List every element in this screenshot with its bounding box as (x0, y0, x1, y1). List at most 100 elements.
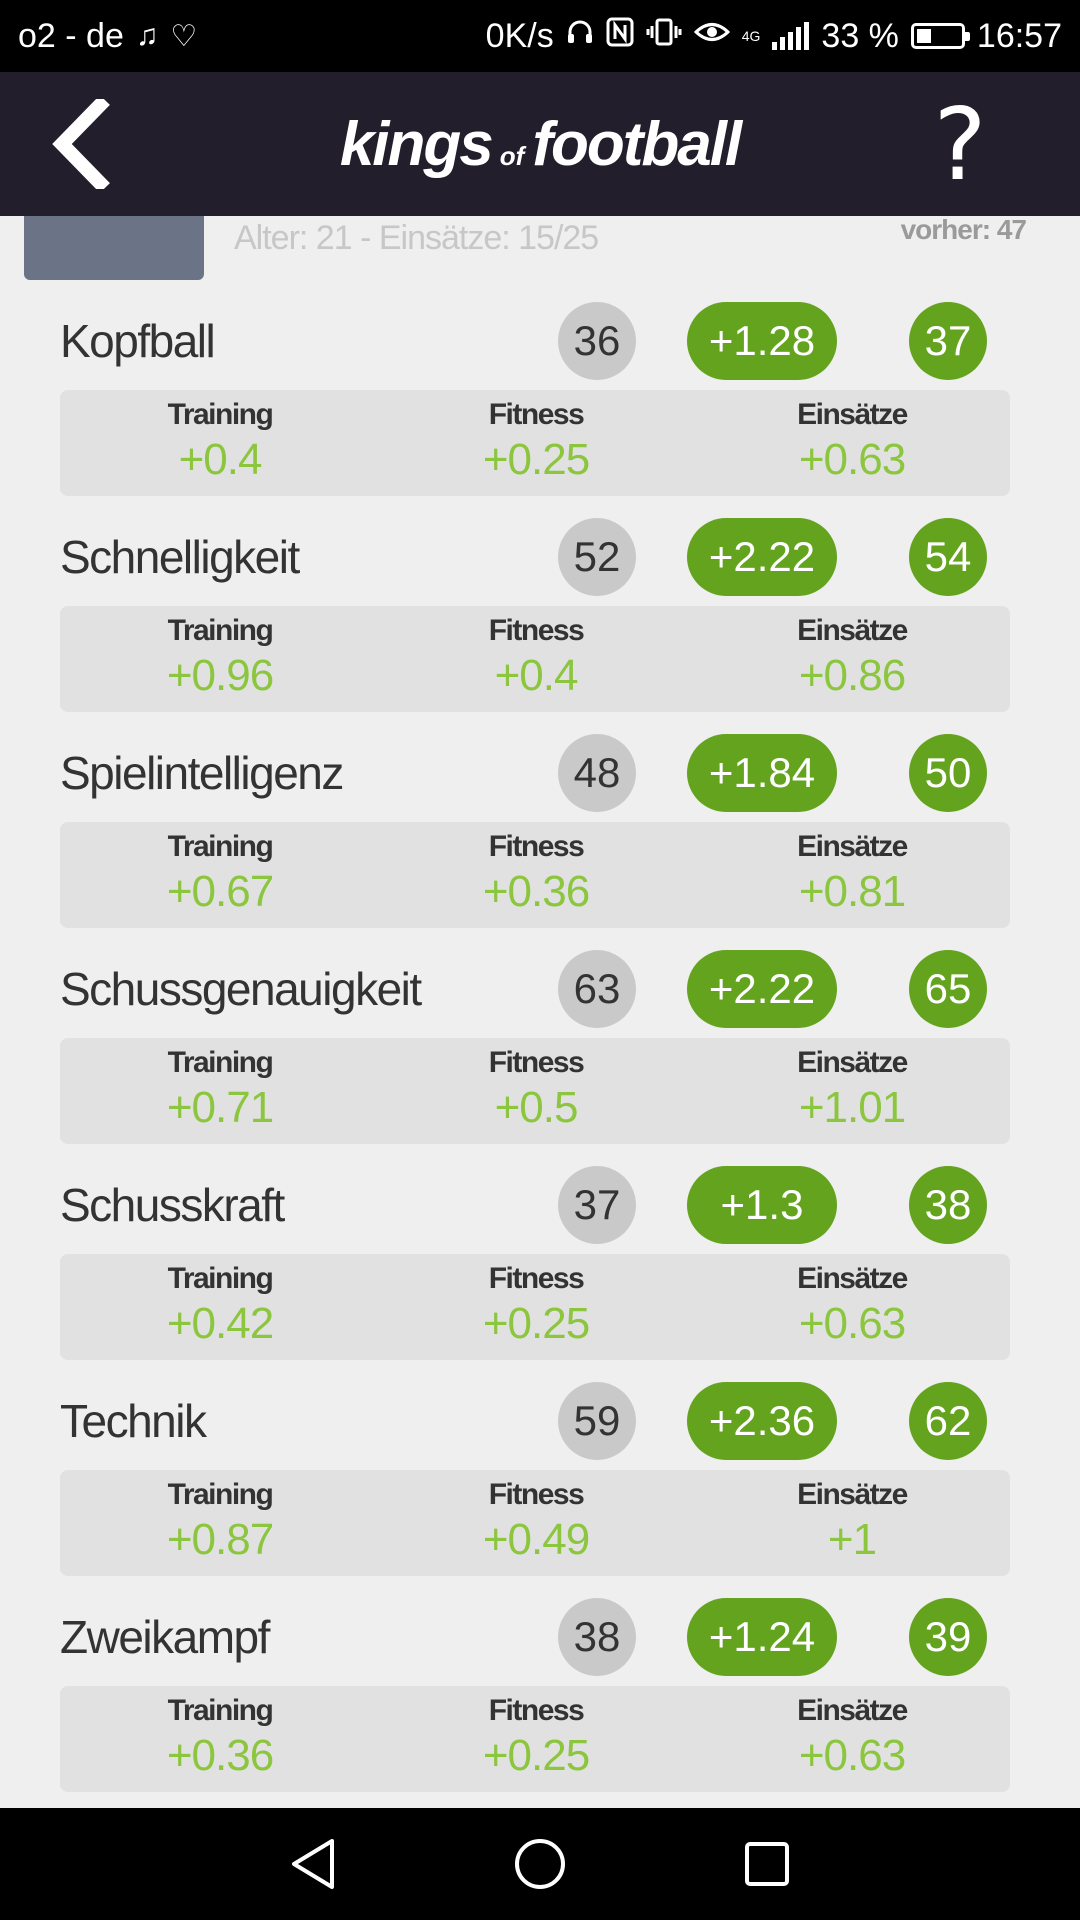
fitness-value: +0.36 (482, 867, 590, 916)
training-label: Training (167, 614, 274, 647)
headphones-icon (566, 18, 594, 54)
old-value-badge: 59 (558, 1382, 636, 1460)
training-label: Training (167, 830, 274, 863)
heart-rate-icon: ♡ (170, 19, 198, 53)
skill-block: Technik 59 +2.36 62 Training +0.87 Fitne… (60, 1376, 1010, 1576)
skill-row: Technik 59 +2.36 62 (60, 1376, 1010, 1466)
delta-badge: +1.28 (687, 302, 837, 380)
skill-breakdown: Training +0.87 Fitness +0.49 Einsätze +1 (60, 1470, 1010, 1576)
fitness-label: Fitness (488, 398, 585, 431)
training-value: +0.87 (166, 1515, 274, 1564)
training-column: Training +0.67 (120, 822, 320, 920)
delta-badge: +1.84 (687, 734, 837, 812)
fitness-column: Fitness +0.5 (436, 1038, 636, 1136)
skill-progress-content[interactable]: Alter: 21 - Einsätze: 15/25 vorher: 47 K… (0, 216, 1080, 1808)
app-header: kings of football ? (0, 72, 1080, 216)
fitness-value: +0.5 (494, 1083, 579, 1132)
fitness-value: +0.25 (482, 1731, 590, 1780)
training-column: Training +0.4 (120, 390, 320, 488)
logo-kings: kings (339, 109, 494, 179)
status-right: 0K/s 4G 33 % 16:57 (486, 17, 1062, 56)
appearances-value: +0.63 (798, 435, 906, 484)
training-value: +0.4 (178, 435, 263, 484)
help-button[interactable]: ? (933, 86, 987, 203)
skill-breakdown: Training +0.96 Fitness +0.4 Einsätze +0.… (60, 606, 1010, 712)
training-label: Training (167, 1262, 274, 1295)
training-label: Training (167, 1478, 274, 1511)
new-value-badge: 38 (909, 1166, 987, 1244)
nav-recents-button[interactable] (732, 1829, 802, 1899)
nav-home-button[interactable] (505, 1829, 575, 1899)
skill-name: Schussgenauigkeit (60, 963, 422, 1015)
old-value-badge: 52 (558, 518, 636, 596)
old-value-badge: 48 (558, 734, 636, 812)
fitness-column: Fitness +0.25 (436, 1686, 636, 1784)
skill-name: Kopfball (60, 315, 216, 367)
fitness-label: Fitness (488, 1046, 585, 1079)
appearances-value: +0.63 (798, 1299, 906, 1348)
carrier-label: o2 - de (18, 16, 124, 55)
appearances-label: Einsätze (797, 614, 908, 647)
logo-football: football (532, 109, 742, 179)
battery-icon (910, 23, 970, 49)
skill-block: Schussgenauigkeit 63 +2.22 65 Training +… (60, 944, 1010, 1144)
fitness-label: Fitness (488, 614, 585, 647)
skill-breakdown: Training +0.36 Fitness +0.25 Einsätze +0… (60, 1686, 1010, 1792)
fitness-label: Fitness (488, 1478, 585, 1511)
square-recents-icon (744, 1842, 789, 1886)
skill-block: Schusskraft 37 +1.3 38 Training +0.42 Fi… (60, 1160, 1010, 1360)
appearances-label: Einsätze (797, 1478, 908, 1511)
skill-block: Spielintelligenz 48 +1.84 50 Training +0… (60, 728, 1010, 928)
nav-back-button[interactable] (278, 1829, 348, 1899)
skill-block: Kopfball 36 +1.28 37 Training +0.4 Fitne… (60, 296, 1010, 496)
player-info: Alter: 21 - Einsätze: 15/25 (234, 219, 599, 257)
skill-breakdown: Training +0.4 Fitness +0.25 Einsätze +0.… (60, 390, 1010, 496)
logo-of: of (499, 140, 525, 171)
delta-badge: +2.36 (687, 1382, 837, 1460)
back-button[interactable] (30, 94, 130, 194)
training-label: Training (167, 1694, 274, 1727)
appearances-column: Einsätze +0.63 (752, 390, 952, 488)
training-value: +0.36 (166, 1731, 274, 1780)
appearances-column: Einsätze +1.01 (752, 1038, 952, 1136)
skill-breakdown: Training +0.42 Fitness +0.25 Einsätze +0… (60, 1254, 1010, 1360)
training-value: +0.71 (166, 1083, 274, 1132)
old-value-badge: 36 (558, 302, 636, 380)
skill-row: Schusskraft 37 +1.3 38 (60, 1160, 1010, 1250)
circle-home-icon (514, 1839, 565, 1889)
appearances-label: Einsätze (797, 1262, 908, 1295)
new-value-badge: 50 (909, 734, 987, 812)
fitness-column: Fitness +0.4 (436, 606, 636, 704)
new-value-badge: 54 (909, 518, 987, 596)
skill-name: Zweikampf (60, 1611, 270, 1663)
net-speed: 0K/s (485, 16, 554, 55)
skill-row: Zweikampf 38 +1.24 39 (60, 1592, 1010, 1682)
skill-name: Technik (60, 1395, 207, 1447)
appearances-column: Einsätze +0.63 (752, 1686, 952, 1784)
training-label: Training (167, 398, 274, 431)
delta-badge: +1.24 (687, 1598, 837, 1676)
new-value-badge: 39 (909, 1598, 987, 1676)
skill-row: Kopfball 36 +1.28 37 (60, 296, 1010, 386)
triangle-back-icon (292, 1839, 335, 1889)
skill-row: Schnelligkeit 52 +2.22 54 (60, 512, 1010, 602)
player-avatar (24, 216, 204, 280)
fitness-column: Fitness +0.36 (436, 822, 636, 920)
appearances-value: +0.63 (798, 1731, 906, 1780)
skill-block: Schnelligkeit 52 +2.22 54 Training +0.96… (60, 512, 1010, 712)
appearances-label: Einsätze (797, 398, 908, 431)
new-value-badge: 62 (909, 1382, 987, 1460)
skill-row: Spielintelligenz 48 +1.84 50 (60, 728, 1010, 818)
old-value-badge: 63 (558, 950, 636, 1028)
skill-name: Spielintelligenz (60, 747, 344, 799)
appearances-label: Einsätze (797, 1046, 908, 1079)
delta-badge: +2.22 (687, 518, 837, 596)
app-logo: kings of football (339, 109, 742, 180)
training-column: Training +0.96 (120, 606, 320, 704)
training-value: +0.42 (166, 1299, 274, 1348)
status-left: o2 - de ♫ ♡ (18, 17, 197, 56)
vibrate-icon (646, 18, 682, 54)
skill-breakdown: Training +0.71 Fitness +0.5 Einsätze +1.… (60, 1038, 1010, 1144)
appearances-column: Einsätze +0.81 (752, 822, 952, 920)
appearances-value: +0.81 (798, 867, 906, 916)
